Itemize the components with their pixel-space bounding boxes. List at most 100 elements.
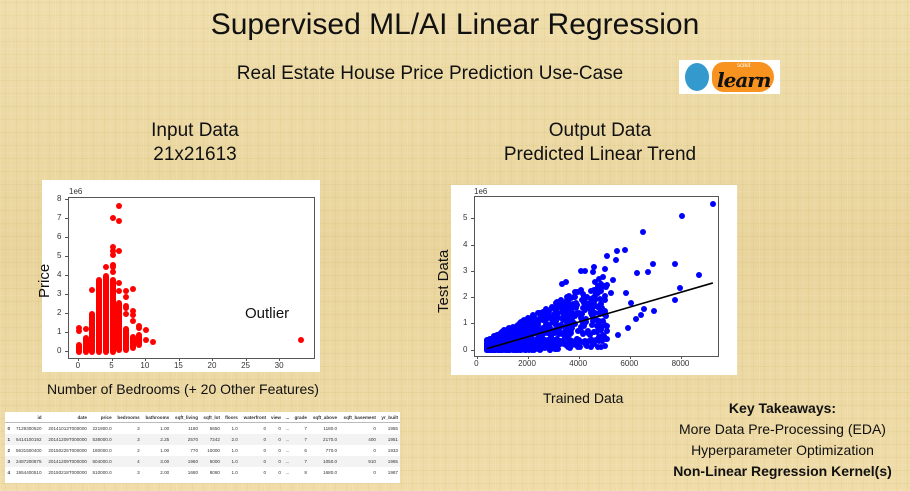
data-point [583, 329, 590, 336]
table-header-row: id date price bedrooms bathrooms sqft_living s… [5, 412, 400, 423]
table-cell: 2170.0 [308, 434, 340, 445]
table-cell: 1.0 [221, 456, 240, 467]
y-tick-mark [471, 349, 474, 351]
data-point [594, 290, 601, 297]
table-cell: 2.25 [141, 434, 172, 445]
column-header: view [268, 412, 283, 423]
y-tick-label: 2 [57, 308, 62, 318]
table-cell: 1050.0 [308, 456, 340, 467]
table-cell: 0 [278, 426, 281, 431]
data-point [297, 336, 304, 343]
data-point [558, 322, 565, 329]
column-header: floors [221, 412, 240, 423]
dataframe-preview-table: id date price bedrooms bathrooms sqft_living s… [5, 412, 400, 483]
data-point [485, 347, 492, 354]
outlier-annotation: Outlier [245, 305, 290, 322]
data-point [102, 263, 109, 270]
data-point [530, 313, 537, 320]
data-point [563, 305, 570, 312]
data-point [572, 305, 579, 312]
data-point [116, 202, 123, 209]
y-tick-label: 8 [57, 193, 62, 203]
table-cell: 2487200875 [12, 456, 44, 467]
data-point [671, 261, 678, 268]
table-cell: 5000 [200, 456, 222, 467]
data-point [564, 343, 571, 350]
data-point [533, 329, 540, 336]
y-tick-mark [65, 294, 68, 296]
x-tick-label: 25 [241, 361, 250, 370]
data-point [489, 345, 496, 352]
table-cell: 20141209T000000 [43, 434, 89, 445]
data-point [592, 279, 599, 286]
y-tick-mark [65, 275, 68, 277]
table-cell: 8 [304, 470, 307, 475]
x-tick-mark [630, 356, 632, 359]
y-tick-mark [65, 217, 68, 219]
data-point [497, 335, 504, 342]
y-tick-label: 2 [463, 292, 468, 302]
data-point [592, 293, 599, 300]
table-cell: 1.0 [231, 448, 238, 453]
data-point [585, 303, 592, 310]
data-point [495, 338, 502, 345]
table-cell: 910 [339, 456, 378, 467]
data-point [572, 293, 579, 300]
data-point [603, 253, 610, 260]
data-point [601, 307, 608, 314]
data-point [505, 336, 512, 343]
table-cell: 5650 [209, 426, 220, 431]
data-point [116, 288, 123, 295]
data-point [116, 248, 123, 255]
data-point [76, 328, 83, 335]
data-point [561, 331, 568, 338]
data-point [528, 335, 535, 342]
data-point [577, 324, 584, 331]
data-point [597, 343, 604, 350]
data-point [552, 339, 559, 346]
table-cell: 3 [137, 426, 140, 431]
data-point [588, 311, 595, 318]
data-point [549, 313, 556, 320]
data-point [590, 263, 597, 270]
x-tick-label: 10 [140, 361, 150, 370]
table-cell: 0 [268, 434, 283, 445]
data-point [537, 346, 544, 353]
data-point [509, 331, 516, 338]
scikit-learn-logo: scikit learn [679, 60, 780, 94]
data-point [116, 279, 123, 286]
table-cell: 20141209T000000 [43, 456, 89, 467]
plot-area [68, 197, 315, 359]
data-point [544, 324, 551, 331]
y-tick-label: 5 [463, 213, 468, 223]
data-point [533, 338, 540, 345]
takeaways-title: Key Takeaways: [728, 400, 837, 416]
data-point [582, 304, 589, 311]
data-point [622, 289, 629, 296]
y-tick-mark [471, 244, 474, 246]
data-point [109, 215, 116, 221]
data-point [554, 345, 561, 352]
data-point [601, 332, 608, 339]
output-heading-line2: Predicted Linear Trend [503, 144, 697, 165]
data-point [578, 286, 585, 293]
data-point-column [109, 276, 116, 356]
table-cell: 0 [373, 426, 376, 431]
data-point [544, 337, 551, 344]
data-point [610, 276, 617, 283]
table-cell: 2 [7, 448, 10, 453]
table-cell: 1180.0 [323, 426, 338, 431]
data-point [543, 306, 550, 313]
table-cell: 1680.0 [323, 470, 338, 475]
y-tick-label: 4 [57, 270, 62, 280]
y-tick-mark [65, 332, 68, 334]
column-header: sqft_living [171, 412, 201, 423]
data-point [565, 293, 572, 300]
y-tick-mark [471, 218, 474, 220]
data-point [123, 294, 130, 301]
table-cell: 5631500400 [15, 448, 42, 453]
x-tick-label: 30 [274, 361, 284, 370]
data-point-column [89, 311, 96, 356]
x-tick-label: 2000 [518, 359, 536, 368]
table-row: 1 6414100192 20141209T000000 538000.0 3 2.25 2… [5, 434, 400, 445]
